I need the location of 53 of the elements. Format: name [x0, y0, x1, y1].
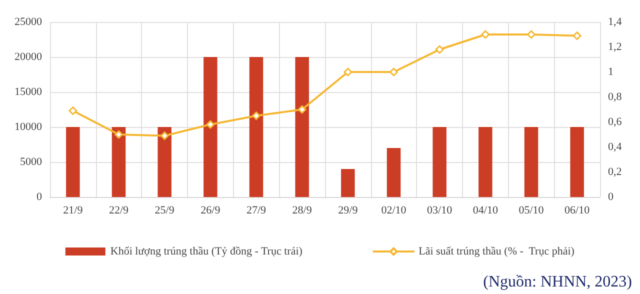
point — [252, 112, 260, 120]
x-tick-label: 21/9 — [63, 204, 84, 216]
point — [481, 30, 490, 39]
y2-tick-label: 0,6 — [608, 116, 622, 128]
bar — [432, 127, 446, 197]
legend-label: Lãi suất trúng thầu (% - Trục phải) — [418, 246, 575, 258]
bar — [158, 127, 172, 197]
y2-tick-label: 1,2 — [608, 41, 622, 53]
bar — [204, 57, 218, 197]
x-tick-label: 22/9 — [108, 204, 130, 216]
bar — [66, 127, 80, 197]
bar — [386, 148, 401, 197]
y2-tick-label: 0,2 — [608, 166, 622, 178]
x-tick-label: 25/9 — [154, 204, 175, 216]
point — [527, 30, 536, 39]
y-tick-label: 10000 — [14, 121, 42, 133]
y2-tick-label: 1,4 — [608, 16, 622, 28]
x-tick-label: 29/9 — [338, 204, 358, 216]
y2-tick-label: 0 — [608, 191, 614, 203]
x-tick-label: 27/9 — [246, 204, 267, 216]
point — [160, 132, 169, 140]
point — [206, 120, 215, 129]
x-tick-label: 03/10 — [427, 204, 453, 216]
y-tick-label: 0 — [36, 191, 42, 203]
y-tick-label: 15000 — [14, 86, 42, 98]
bar — [249, 57, 264, 197]
y2-tick-label: 0,8 — [608, 91, 622, 103]
point — [114, 130, 123, 139]
x-tick-label: 02/10 — [381, 204, 407, 216]
bar — [341, 169, 355, 197]
point — [435, 45, 444, 54]
legend-label: Khối lượng trúng thầu (Tỷ đồng - Trục trái) — [110, 246, 303, 258]
point — [344, 68, 352, 76]
x-tick-label: 28/9 — [292, 204, 312, 216]
x-tick-label: 05/10 — [518, 204, 544, 216]
point — [68, 106, 78, 115]
bar — [570, 127, 584, 197]
x-tick-label: 06/10 — [564, 204, 590, 216]
x-tick-label: 04/10 — [472, 204, 498, 216]
bar — [295, 57, 309, 197]
y2-tick-label: 0,4 — [608, 141, 622, 153]
y-tick-label: 25000 — [14, 16, 42, 28]
y-tick-label: 5000 — [20, 156, 42, 168]
bar — [524, 127, 538, 197]
bar — [112, 127, 126, 197]
y-tick-label: 20000 — [14, 51, 42, 63]
x-tick-label: 26/9 — [200, 204, 221, 216]
bar — [478, 127, 492, 197]
point — [298, 105, 306, 114]
point — [390, 68, 398, 76]
text: (Nguồn: NHNN, 2023) — [483, 274, 632, 290]
y2-tick-label: 1 — [608, 66, 614, 78]
point — [572, 32, 582, 40]
